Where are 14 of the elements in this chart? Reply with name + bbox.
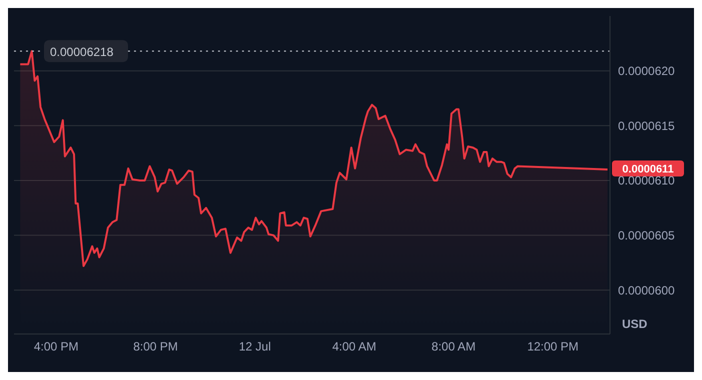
y-axis-title: USD	[622, 317, 648, 331]
x-tick-label: 4:00 AM	[332, 340, 376, 354]
y-tick-label: 0.0000615	[618, 118, 676, 133]
x-tick-label: 12:00 PM	[527, 340, 579, 354]
y-tick-label: 0.0000620	[618, 64, 676, 78]
price-tag: 0.0000611	[612, 160, 684, 177]
high-price-tag: 0.00006218	[44, 40, 128, 62]
x-tick-label: 8:00 AM	[432, 340, 476, 354]
y-tick-label: 0.0000600	[618, 283, 676, 298]
y-tick-label: 0.0000605	[618, 228, 676, 243]
ref-line-label: 0.00006218	[50, 45, 114, 60]
x-tick-label: 4:00 PM	[34, 340, 79, 354]
x-tick-label: 8:00 PM	[133, 340, 178, 354]
x-tick-label: 12 Jul	[238, 340, 271, 354]
